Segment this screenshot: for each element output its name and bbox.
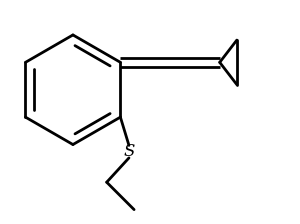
Text: S: S <box>123 143 135 160</box>
